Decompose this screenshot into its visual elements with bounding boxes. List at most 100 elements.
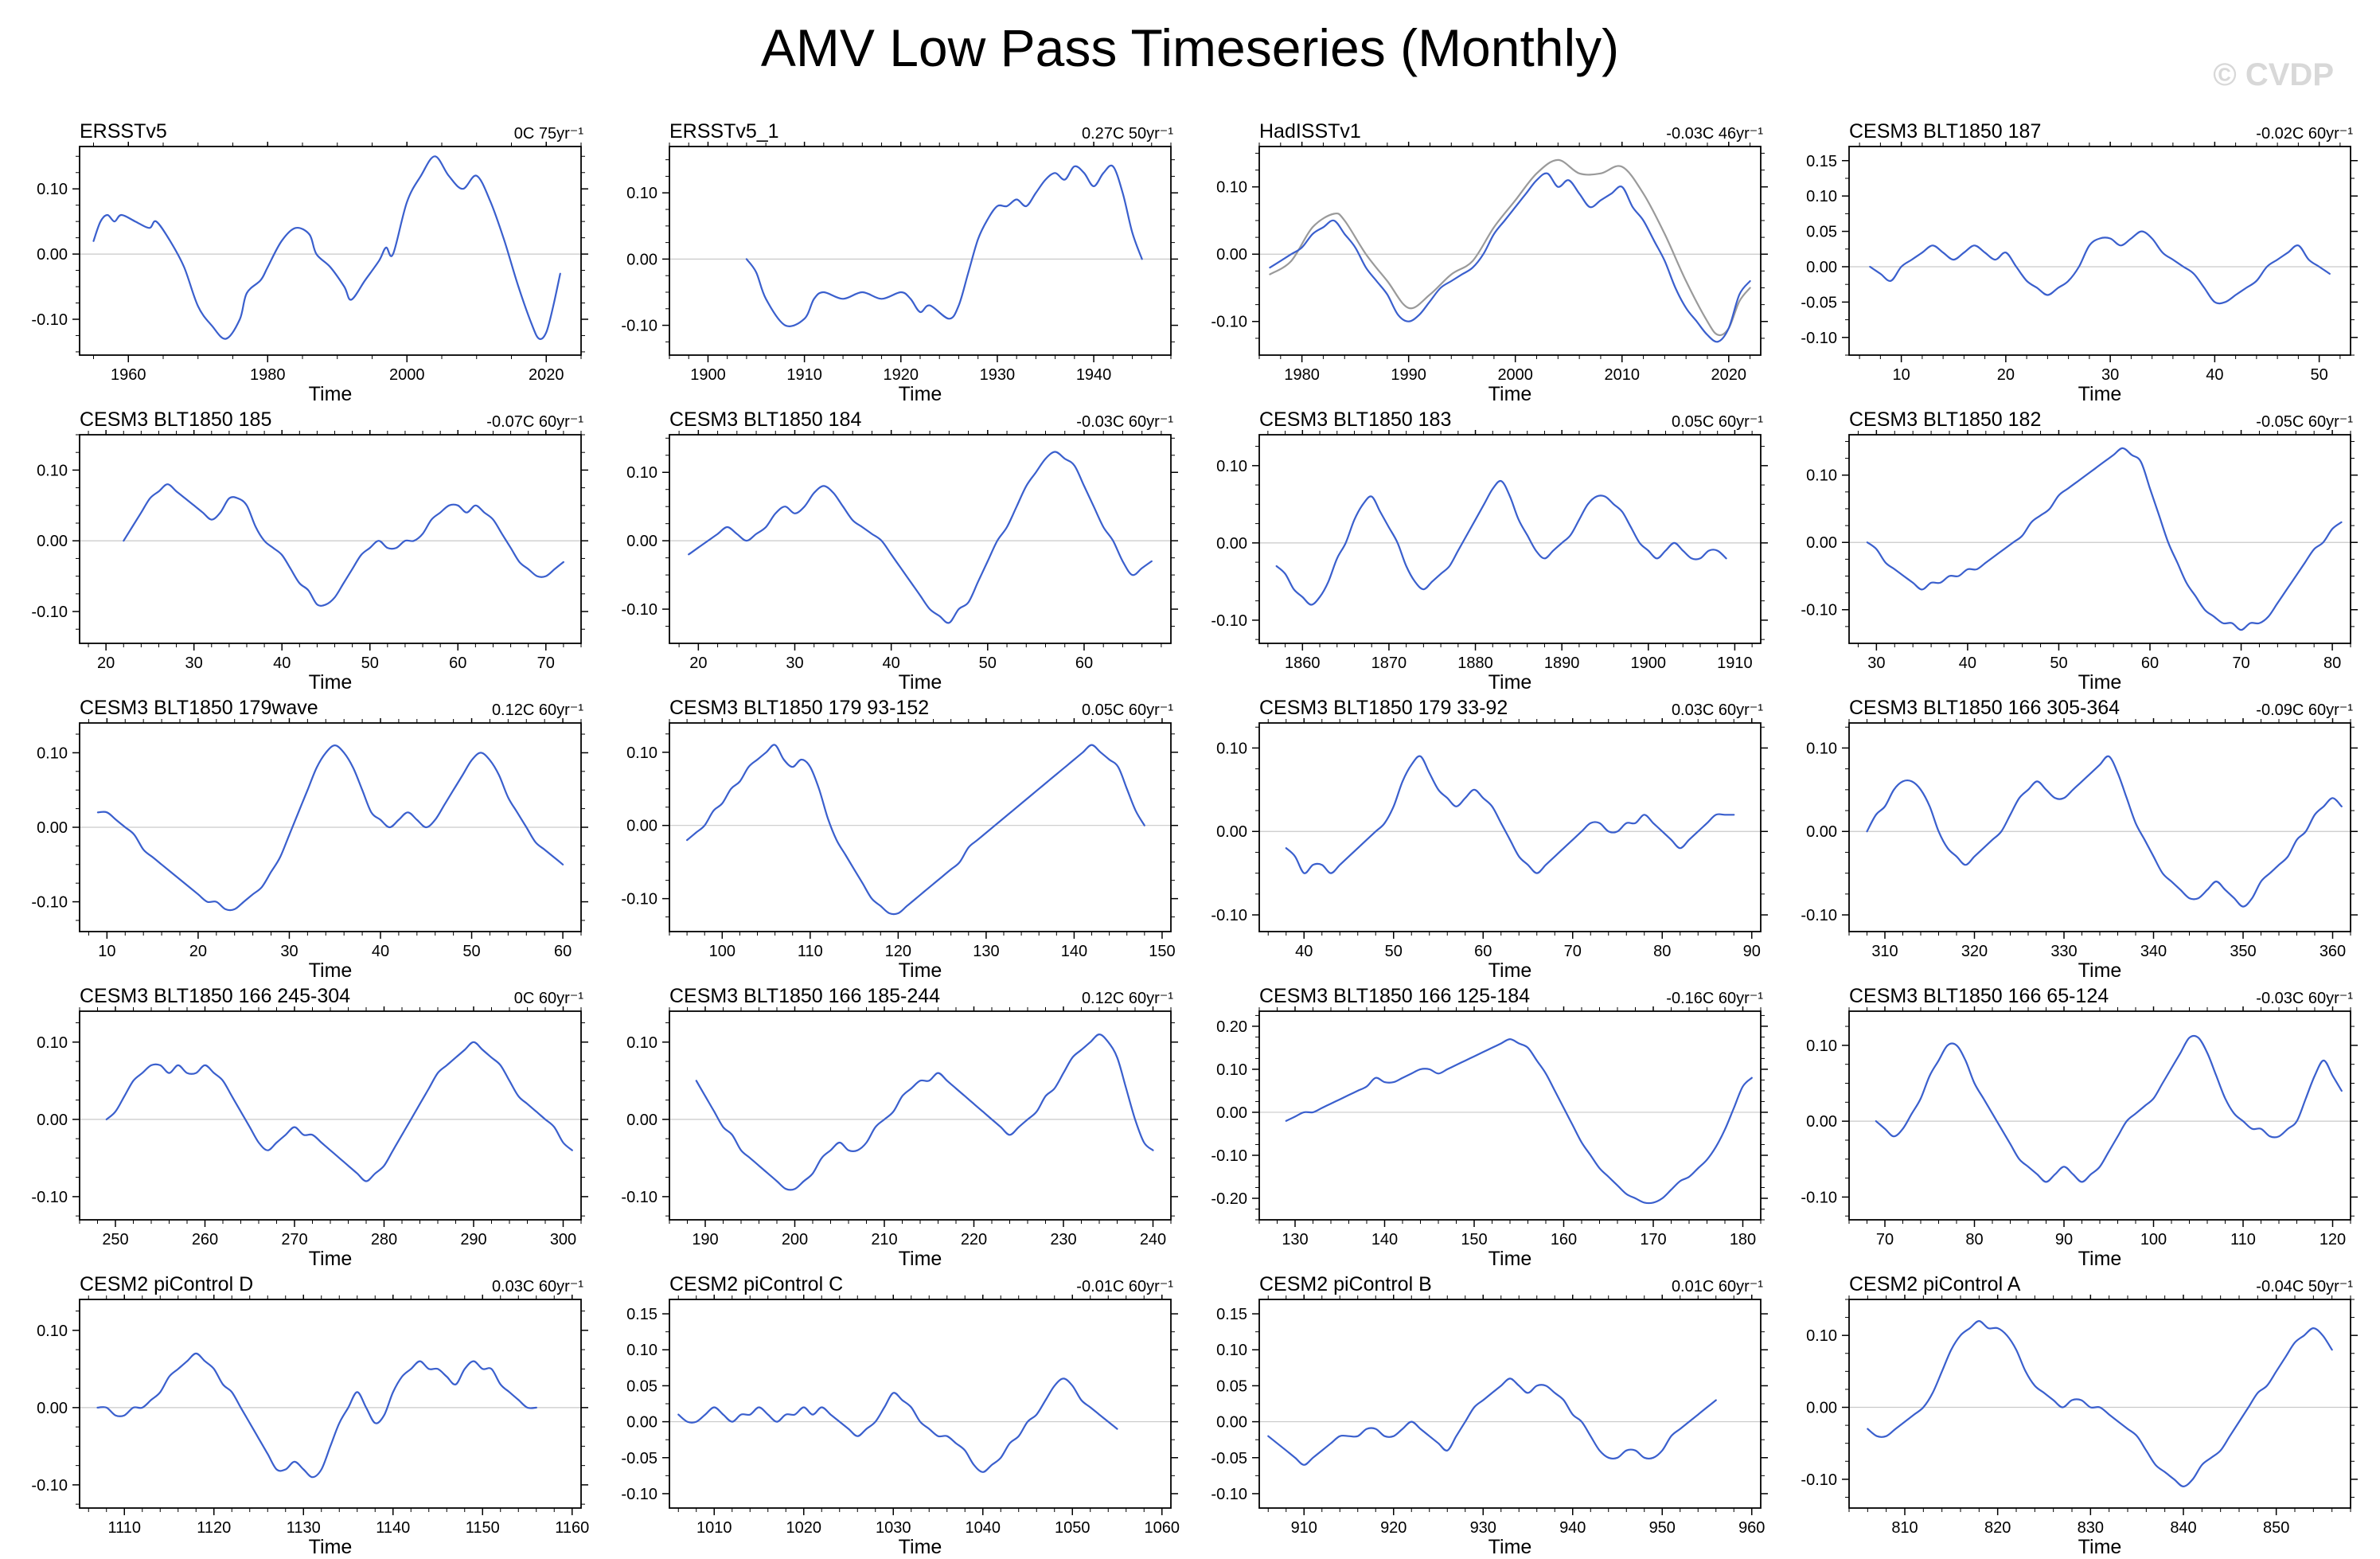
plot-panel-header: CESM3 BLT1850 179 33-92 0.03C 60yr⁻¹ xyxy=(1197,694,1773,719)
x-tick-label: 2000 xyxy=(1497,366,1533,384)
plot-panel-header: HadISSTv1 -0.03C 46yr⁻¹ xyxy=(1197,118,1773,143)
axis-frame xyxy=(79,1299,582,1509)
page-header: AMV Low Pass Timeseries (Monthly) © CVDP xyxy=(0,0,2380,118)
x-tick-label: 1150 xyxy=(466,1519,500,1537)
x-tick-label: 1990 xyxy=(1391,366,1426,384)
y-tick-label: 0.05 xyxy=(626,1377,657,1395)
y-tick-label: 0.05 xyxy=(1806,224,1837,241)
plot-title: CESM3 BLT1850 183 xyxy=(1259,408,1452,431)
plot-trend-annotation: -0.16C 60yr⁻¹ xyxy=(1666,990,1763,1007)
series-line xyxy=(677,1377,1118,1473)
plot-trend-annotation: -0.03C 60yr⁻¹ xyxy=(2256,990,2353,1007)
x-tick-label: 840 xyxy=(2170,1519,2196,1537)
page-title: AMV Low Pass Timeseries (Monthly) xyxy=(760,18,1620,77)
plot-canvas: 10 20 30 40 50 -0.10 -0.05 0.00 0.05 0.10 0.15 Time xyxy=(1801,142,2358,404)
axis-ticks xyxy=(662,1006,1178,1227)
axis-frame xyxy=(1258,1299,1762,1509)
axis-frame xyxy=(1258,146,1762,356)
y-tick-label: 0.10 xyxy=(1806,740,1837,757)
y-tick-label: -0.10 xyxy=(621,1486,657,1503)
x-tick-label: 50 xyxy=(462,943,480,960)
x-tick-label: 2000 xyxy=(389,366,425,384)
plot-panel: CESM3 BLT1850 183 0.05C 60yr⁻¹ 1860 1870 1… xyxy=(1197,406,1773,694)
x-axis-title: Time xyxy=(899,1536,942,1557)
y-tick-label: 0.00 xyxy=(1806,1113,1837,1131)
axis-frame xyxy=(1848,434,2351,644)
x-tick-label: 10 xyxy=(1893,366,1910,384)
x-tick-label: 170 xyxy=(1640,1231,1666,1248)
x-tick-label: 40 xyxy=(1959,654,1976,672)
y-tick-label: 0.00 xyxy=(37,1112,68,1129)
axis-ticks xyxy=(1252,142,1768,362)
y-tick-label: -0.10 xyxy=(31,894,68,912)
y-tick-label: -0.05 xyxy=(1801,294,1837,311)
x-tick-label: 1940 xyxy=(1076,366,1112,384)
x-tick-label: 60 xyxy=(2141,654,2159,672)
y-tick-label: 0.15 xyxy=(626,1306,657,1323)
plot-trend-annotation: 0.27C 50yr⁻¹ xyxy=(1081,125,1173,143)
x-tick-label: 110 xyxy=(798,943,823,960)
x-tick-label: 40 xyxy=(2206,366,2223,384)
x-tick-label: 160 xyxy=(1551,1231,1577,1248)
x-tick-label: 1120 xyxy=(197,1519,231,1537)
x-tick-label: 810 xyxy=(1891,1519,1918,1537)
x-tick-label: 1030 xyxy=(876,1519,911,1537)
x-tick-label: 70 xyxy=(1876,1231,1894,1248)
x-axis-title: Time xyxy=(309,383,353,404)
plot-title: CESM3 BLT1850 179 33-92 xyxy=(1259,697,1508,719)
axis-ticks xyxy=(72,1006,588,1227)
x-tick-label: 200 xyxy=(782,1231,808,1248)
x-tick-label: 1130 xyxy=(287,1519,321,1537)
y-tick-label: 0.10 xyxy=(1216,179,1247,197)
axis-ticks xyxy=(662,1295,1178,1515)
plot-canvas: 100 110 120 130 140 150 -0.10 0.00 0.10 Time xyxy=(621,718,1178,981)
x-tick-label: 250 xyxy=(102,1231,128,1248)
x-tick-label: 140 xyxy=(1371,1231,1398,1248)
plot-trend-annotation: -0.09C 60yr⁻¹ xyxy=(2256,701,2353,719)
plot-panel-header: CESM3 BLT1850 166 245-304 0C 60yr⁻¹ xyxy=(18,983,593,1007)
plot-trend-annotation: -0.04C 50yr⁻¹ xyxy=(2256,1278,2353,1295)
plot-canvas: 10 20 30 40 50 60 -0.10 0.00 0.10 Time xyxy=(31,718,588,981)
axis-ticks xyxy=(1842,1295,2358,1515)
x-tick-label: 20 xyxy=(97,654,115,672)
x-tick-label: 20 xyxy=(1997,366,2015,384)
x-tick-label: 120 xyxy=(885,943,911,960)
x-axis-title: Time xyxy=(309,959,353,981)
series-line xyxy=(1267,1377,1717,1466)
x-axis-title: Time xyxy=(1488,1248,1532,1269)
x-tick-label: 930 xyxy=(1470,1519,1496,1537)
plot-canvas: 1110 1120 1130 1140 1150 1160 -0.10 0.00 0.10 Tim… xyxy=(31,1295,589,1557)
plot-title: CESM3 BLT1850 179wave xyxy=(80,697,318,719)
x-tick-label: 310 xyxy=(1871,943,1898,960)
x-tick-label: 40 xyxy=(273,654,291,672)
plot-title: CESM3 BLT1850 184 xyxy=(669,408,862,431)
x-tick-label: 20 xyxy=(189,943,207,960)
y-tick-label: -0.10 xyxy=(1801,1189,1837,1206)
x-tick-label: 320 xyxy=(1961,943,1988,960)
x-tick-label: 20 xyxy=(689,654,707,672)
plot-canvas: 310 320 330 340 350 360 -0.10 0.00 0.10 Time xyxy=(1801,718,2358,981)
y-tick-label: 0.00 xyxy=(1806,534,1837,552)
plot-title: CESM2 piControl A xyxy=(1849,1273,2021,1295)
axis-ticks xyxy=(72,718,588,939)
axis-ticks xyxy=(1842,718,2358,939)
x-tick-label: 270 xyxy=(281,1231,307,1248)
plot-panel-header: CESM3 BLT1850 166 185-244 0.12C 60yr⁻¹ xyxy=(607,983,1183,1007)
x-tick-label: 1910 xyxy=(1717,654,1753,672)
plot-trend-annotation: -0.03C 60yr⁻¹ xyxy=(1076,413,1173,431)
y-tick-label: 0.10 xyxy=(37,744,68,762)
x-tick-label: 40 xyxy=(1295,943,1313,960)
axis-frame xyxy=(1258,1010,1762,1221)
y-tick-label: 0.00 xyxy=(1806,823,1837,841)
plot-panel: CESM3 BLT1850 182 -0.05C 60yr⁻¹ 30 40 50 60… xyxy=(1787,406,2362,694)
y-tick-label: 0.00 xyxy=(1216,1104,1247,1122)
plot-title: CESM3 BLT1850 182 xyxy=(1849,408,2042,431)
x-tick-label: 2020 xyxy=(1711,366,1747,384)
y-tick-label: -0.10 xyxy=(31,311,68,329)
y-tick-label: 0.00 xyxy=(37,246,68,264)
y-tick-label: -0.10 xyxy=(1211,1147,1247,1165)
x-tick-label: 140 xyxy=(1061,943,1087,960)
y-tick-label: 0.00 xyxy=(626,1414,657,1432)
plot-canvas: 20 30 40 50 60 70 -0.10 0.00 0.10 Time xyxy=(31,430,588,693)
x-tick-label: 220 xyxy=(961,1231,987,1248)
